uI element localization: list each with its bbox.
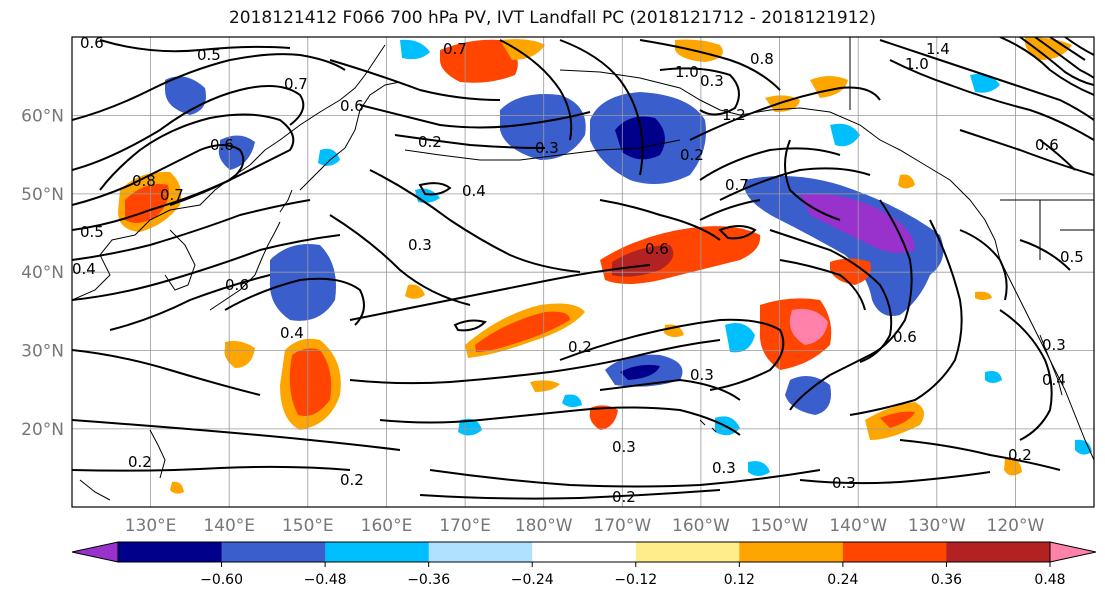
lat-label: 30°N [21,342,64,362]
contour-label: 0.6 [340,97,364,115]
contour-label: 0.8 [750,50,774,68]
lon-label: 140°W [829,516,887,536]
colorbar-extend-low [71,541,119,563]
colorbar-box [946,542,1051,562]
contour-label: 0.6 [1035,136,1059,154]
contour-label: 0.4 [462,182,486,200]
contour-label: 0.3 [1042,336,1066,354]
contour-label: 1.0 [675,63,699,81]
contour-label: 0.2 [568,338,592,356]
contour-label: 0.2 [418,133,442,151]
colorbar-tick-label: 0.36 [931,572,962,588]
contour-label: 0.7 [443,40,467,58]
contour-label: 0.5 [1060,248,1084,266]
colorbar-box [221,542,326,562]
graticule [72,37,1094,507]
pv-contours [72,37,1094,500]
lon-label: 180°W [515,516,573,536]
contour-labels: 0.6 0.5 0.7 0.7 1.0 0.3 0.8 1.4 1.0 0.6 … [72,34,1084,506]
lon-label: 160°W [672,516,730,536]
colorbar-box [118,542,223,562]
contour-label: 0.7 [284,75,308,93]
contour-label: 0.3 [712,459,736,477]
contour-label: 0.5 [80,223,104,241]
colorbar-box [842,542,947,562]
colorbar-frame [117,541,1051,563]
contour-label: 0.4 [280,324,304,342]
contour-label: 0.2 [1008,446,1032,464]
contour-label: 0.2 [128,453,152,471]
lat-label: 60°N [21,107,64,127]
contour-label: 0.8 [132,172,156,190]
contour-label: 0.5 [197,46,221,64]
coastlines [72,37,1094,501]
colorbar-box [428,542,533,562]
lon-label: 160°E [361,516,413,536]
lon-label: 140°E [203,516,255,536]
lon-label: 120°W [987,516,1045,536]
colorbar-tick-label: −0.12 [614,572,657,588]
contour-label: 0.2 [680,146,704,164]
contour-label: 0.6 [225,276,249,294]
colorbar-tick-label: −0.24 [511,572,554,588]
pc-shading [118,37,1092,494]
lat-label: 50°N [21,185,64,205]
contour-label: 0.3 [408,236,432,254]
longitude-labels: 130°E 140°E 150°E 160°E 170°E 180°W 170°… [125,516,1045,536]
latitude-labels: 60°N 50°N 40°N 30°N 20°N [21,107,64,440]
contour-label: 0.6 [210,136,234,154]
contour-label: 0.2 [612,488,636,506]
contour-label: 1.0 [905,55,929,73]
contour-label: 0.3 [832,474,856,492]
lon-label: 130°E [125,516,177,536]
contour-label: 0.6 [893,328,917,346]
contour-label: 0.3 [700,72,724,90]
contour-label: 0.7 [160,186,184,204]
colorbar-tick-label: 0.12 [724,572,755,588]
contour-label: 0.6 [80,34,104,52]
colorbar-tick-label: 0.24 [827,572,858,588]
contour-label: 1.2 [722,106,746,124]
contour-label: 1.4 [926,40,950,58]
colorbar-extend-high [1049,541,1097,563]
lat-label: 20°N [21,420,64,440]
colorbar: −0.60 −0.48 −0.36 −0.24 −0.12 0.12 0.24 0.36 0.4… [71,541,1097,588]
contour-label: 0.6 [645,240,669,258]
contour-label: 0.7 [725,176,749,194]
map-title: 2018121412 F066 700 hPa PV, IVT Landfall… [228,8,876,28]
map-frame [71,36,1095,508]
colorbar-box [325,542,430,562]
colorbar-box [532,542,637,562]
colorbar-tick-label: 0.48 [1034,572,1065,588]
lat-label: 40°N [21,263,64,283]
contour-label: 0.4 [1042,371,1066,389]
lon-label: 150°W [751,516,809,536]
colorbar-tick-label: −0.36 [407,572,450,588]
contour-label: 0.3 [690,366,714,384]
lon-label: 150°E [282,516,334,536]
contour-label: 0.3 [612,438,636,456]
colorbar-box [635,542,740,562]
lon-label: 130°W [908,516,966,536]
contour-label: 0.2 [340,471,364,489]
lon-label: 170°W [593,516,651,536]
lon-label: 170°E [439,516,491,536]
contour-label: 0.4 [72,260,96,278]
colorbar-tick-label: −0.48 [304,572,347,588]
contour-label: 0.3 [535,139,559,157]
colorbar-tick-label: −0.60 [200,572,243,588]
colorbar-box [739,542,844,562]
